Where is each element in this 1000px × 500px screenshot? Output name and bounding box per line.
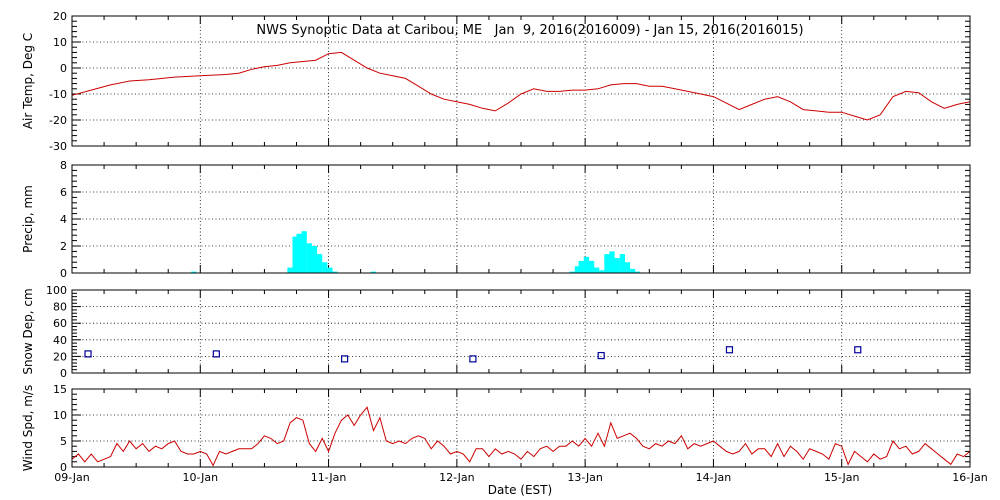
x-tick-label: 16-Jan xyxy=(952,471,988,484)
precip-bar xyxy=(583,256,590,273)
precip-bar xyxy=(629,268,636,273)
x-tick-label: 10-Jan xyxy=(183,471,219,484)
snow-depth-point xyxy=(212,350,220,358)
x-tick-label: 15-Jan xyxy=(824,471,860,484)
y-tick-label: 8 xyxy=(60,159,67,172)
y-tick-label: 60 xyxy=(53,317,67,330)
precip-bar xyxy=(569,271,575,273)
y-tick-label: 0 xyxy=(60,367,67,380)
precip-bar xyxy=(594,267,600,273)
panel-frame xyxy=(71,164,971,274)
x-tick-label: 13-Jan xyxy=(567,471,603,484)
x-tick-label: 14-Jan xyxy=(696,471,732,484)
precip-bar xyxy=(588,260,595,273)
precip-bar xyxy=(301,231,307,273)
precip-bar xyxy=(292,236,298,273)
precip-bar xyxy=(322,262,328,273)
y-tick-label: 80 xyxy=(53,301,67,314)
x-tick-label: 09-Jan xyxy=(54,471,90,484)
y-axis-label: Precip, mm xyxy=(21,185,35,253)
y-axis-label: Wind Spd, m/s xyxy=(21,385,35,471)
y-tick-label: 15 xyxy=(53,383,67,396)
snow-depth-point xyxy=(84,350,92,358)
precip-bar xyxy=(614,258,620,273)
precip-bar xyxy=(316,254,323,273)
y-tick-label: 10 xyxy=(53,409,67,422)
precip-bar xyxy=(574,266,581,274)
precip-bar xyxy=(609,251,615,273)
precip-bar xyxy=(327,267,333,273)
precip-bar xyxy=(332,271,338,273)
panel-0: -30 -20 -10 0 10 20 Air Temp, Deg C xyxy=(21,10,971,153)
snow-depth-point xyxy=(469,355,477,363)
snow-depth-point xyxy=(341,355,349,363)
panel-frame xyxy=(71,289,971,374)
precip-bar xyxy=(311,246,318,273)
precip-bar xyxy=(578,260,584,273)
precip-bar xyxy=(296,233,302,273)
panel-3: 0 5 10 15 Wind Spd, m/s xyxy=(21,383,971,474)
precip-bar xyxy=(619,254,625,273)
y-tick-label: 0 xyxy=(60,461,67,474)
y-tick-label: 0 xyxy=(60,267,67,280)
precip-bar xyxy=(191,271,197,273)
y-tick-label: -10 xyxy=(49,88,67,101)
precip-bar xyxy=(370,271,377,273)
y-tick-label: 20 xyxy=(53,350,67,363)
y-tick-label: 2 xyxy=(60,240,67,253)
precip-bar xyxy=(604,254,610,273)
x-axis-label: Date (EST) xyxy=(488,483,552,497)
x-tick-label: 12-Jan xyxy=(439,471,475,484)
y-tick-label: 40 xyxy=(53,334,67,347)
series-line xyxy=(71,406,971,467)
y-tick-label: 10 xyxy=(53,36,67,49)
y-tick-label: -30 xyxy=(49,140,67,153)
y-tick-label: 5 xyxy=(60,435,67,448)
y-tick-label: 4 xyxy=(60,213,67,226)
panel-2: 0 20 40 60 80 100 Snow Dep, cm xyxy=(21,284,971,380)
precip-bar xyxy=(287,267,293,273)
y-axis-label: Air Temp, Deg C xyxy=(21,33,35,129)
series-line xyxy=(71,51,971,121)
panel-1: 0 2 4 6 8 Precip, mm xyxy=(21,159,971,280)
y-tick-label: 6 xyxy=(60,186,67,199)
x-tick-label: 11-Jan xyxy=(311,471,347,484)
precip-bar xyxy=(624,262,631,273)
y-tick-label: 20 xyxy=(53,10,67,23)
panel-frame xyxy=(71,388,971,468)
snow-depth-point xyxy=(725,346,734,354)
precip-bar xyxy=(306,243,312,273)
y-tick-label: 100 xyxy=(46,284,67,297)
precip-bar xyxy=(599,270,605,273)
panel-frame xyxy=(71,15,971,147)
precip-bar xyxy=(635,271,641,273)
chart-title: NWS Synoptic Data at Caribou, ME Jan 9, … xyxy=(256,23,803,38)
y-tick-label: 0 xyxy=(60,62,67,75)
snow-depth-point xyxy=(854,346,862,354)
y-axis-label: Snow Dep, cm xyxy=(21,288,35,374)
y-tick-label: -20 xyxy=(49,114,67,127)
snow-depth-point xyxy=(597,351,605,360)
